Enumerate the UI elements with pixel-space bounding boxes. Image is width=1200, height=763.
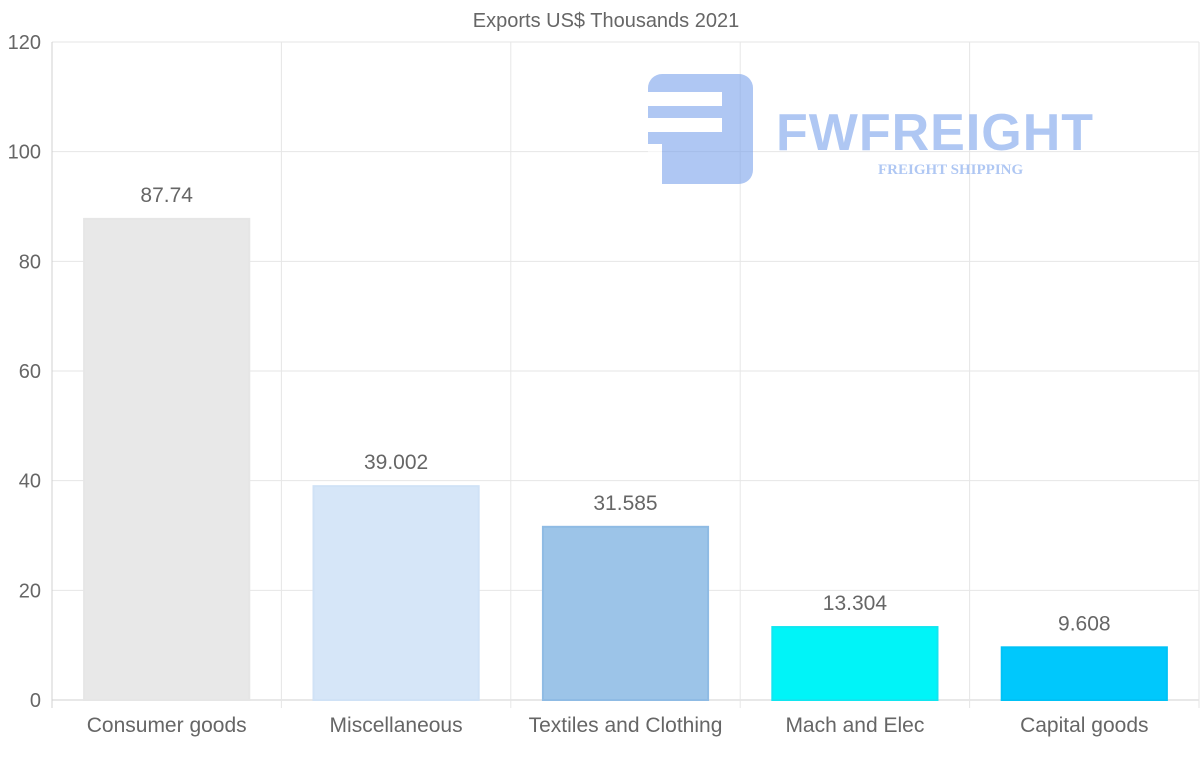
watermark-tagline: FREIGHT SHIPPING xyxy=(878,162,1023,178)
chart-title: Exports US$ Thousands 2021 xyxy=(473,10,739,32)
y-tick-label: 40 xyxy=(19,471,41,493)
fw-logo-mark-icon xyxy=(648,74,753,184)
bar xyxy=(771,626,939,702)
data-label: 13.304 xyxy=(823,592,888,615)
watermark-logo: FWFREIGHT FREIGHT SHIPPING xyxy=(648,74,1094,184)
bars: 87.74 39.002 31.585 13.304 9.608 xyxy=(83,184,1168,702)
data-label: 87.74 xyxy=(140,184,193,207)
x-tick-label: Mach and Elec xyxy=(785,714,924,737)
bar xyxy=(1000,646,1168,702)
bar xyxy=(312,485,480,701)
data-label: 39.002 xyxy=(364,451,428,474)
data-label: 31.585 xyxy=(593,492,657,515)
x-tick-label: Consumer goods xyxy=(87,714,247,737)
bar xyxy=(83,217,251,701)
y-tick-label: 0 xyxy=(30,690,41,712)
y-tick-label: 80 xyxy=(19,251,41,273)
y-tick-label: 60 xyxy=(19,361,41,383)
y-axis: 0 20 40 60 80 100 120 xyxy=(8,32,41,712)
bar xyxy=(541,525,710,701)
y-tick-label: 20 xyxy=(19,580,41,602)
x-axis: Consumer goods Miscellaneous Textiles and … xyxy=(87,714,1149,737)
y-tick-label: 100 xyxy=(8,142,41,164)
y-tick-label: 120 xyxy=(8,32,41,54)
x-tick-label: Textiles and Clothing xyxy=(529,714,723,737)
x-tick-label: Capital goods xyxy=(1020,714,1148,737)
x-tick-label: Miscellaneous xyxy=(330,714,463,737)
data-label: 9.608 xyxy=(1058,612,1111,635)
watermark-brand: FWFREIGHT xyxy=(776,104,1094,162)
